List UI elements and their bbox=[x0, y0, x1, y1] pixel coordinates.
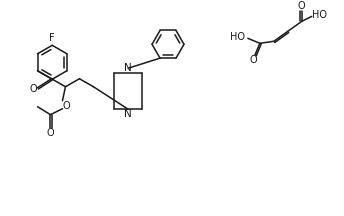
Text: O: O bbox=[63, 101, 70, 111]
Text: HO: HO bbox=[230, 32, 245, 42]
Text: O: O bbox=[47, 128, 54, 138]
Text: F: F bbox=[50, 33, 55, 43]
Text: N: N bbox=[124, 63, 132, 73]
Text: N: N bbox=[124, 109, 132, 119]
Text: O: O bbox=[249, 55, 257, 65]
Text: HO: HO bbox=[312, 10, 327, 20]
Text: O: O bbox=[298, 1, 305, 11]
Text: O: O bbox=[30, 84, 37, 94]
